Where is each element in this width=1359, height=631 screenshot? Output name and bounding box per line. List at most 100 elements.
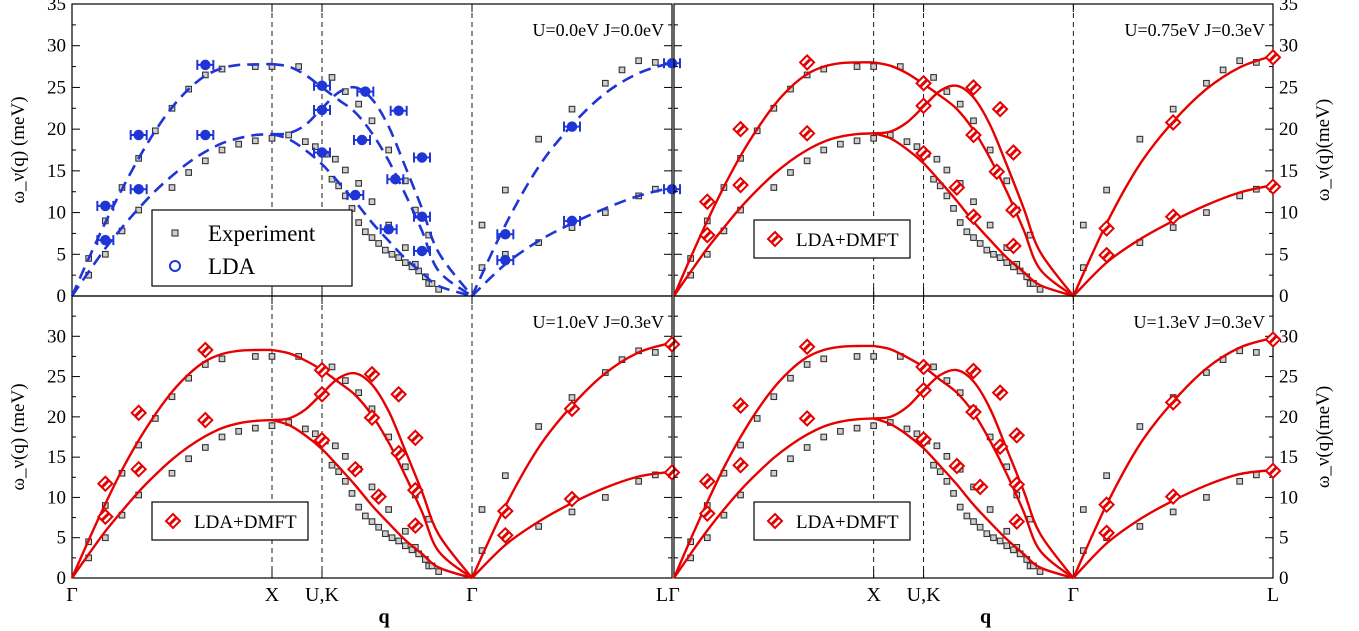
- experiment-point: [385, 146, 393, 154]
- experiment-point: [703, 534, 711, 542]
- experiment-point: [983, 246, 991, 254]
- experiment-point: [375, 523, 383, 531]
- dmft-point-fill: [1102, 528, 1112, 538]
- dmft-point-fill: [350, 464, 360, 474]
- experiment-point: [1010, 546, 1017, 554]
- x-tick-label: U,K: [305, 584, 339, 606]
- experiment-point: [251, 137, 259, 145]
- experiment-point: [501, 186, 509, 194]
- branch-curve-kg_lower: [271, 132, 473, 298]
- experiment-point: [770, 184, 778, 191]
- experiment-point: [355, 389, 363, 397]
- experiment-point: [401, 527, 409, 535]
- experiment-point: [853, 424, 861, 432]
- lda-point: [416, 211, 428, 222]
- branch-curve-gx_upper: [70, 348, 273, 579]
- x-tick-label: Γ: [466, 584, 478, 606]
- experiment-point: [341, 452, 349, 460]
- legend-dmft-marker-fill: [770, 516, 780, 526]
- experiment-point: [368, 518, 376, 525]
- experiment-point: [1219, 66, 1227, 74]
- branch-curve-gl_lower: [471, 186, 673, 297]
- dmft-point-fill: [802, 57, 812, 67]
- y-tick-label: 30: [1279, 36, 1298, 57]
- experiment-point: [401, 244, 409, 251]
- branch-curve-gl_lower: [471, 470, 673, 579]
- branch-curve-gx_upper: [672, 61, 874, 297]
- experiment-point: [837, 428, 844, 435]
- experiment-point: [151, 127, 159, 135]
- dmft-point-fill: [1168, 492, 1178, 502]
- dmft-point-fill: [968, 82, 979, 92]
- panel-annotation: U=0.75eV J=0.3eV: [1125, 20, 1265, 40]
- experiment-point: [1136, 135, 1144, 143]
- dmft-point-fill: [995, 388, 1005, 398]
- panel-u13: 0 5 10 15 20 25 30 U=1.3eV J=0.3eV LDA+DMFT: [672, 295, 1298, 589]
- dmft-point-fill: [968, 366, 979, 376]
- legend: LDA+DMFT: [151, 501, 309, 541]
- x-tick-label: Γ: [668, 584, 680, 606]
- experiment-point: [870, 422, 878, 430]
- panel-lda: 0 5 10 15 20 25 30 35 U=0.0eV J=0.0eV Experiment L…: [47, 0, 681, 307]
- experiment-point: [168, 184, 176, 191]
- experiment-point: [870, 63, 878, 70]
- experiment-point: [201, 157, 209, 165]
- dmft-point-fill: [968, 130, 979, 140]
- dmft-point-fill: [992, 167, 1002, 177]
- experiment-point: [635, 477, 643, 485]
- experiment-point: [943, 477, 951, 485]
- dmft-point-fill: [500, 530, 510, 540]
- experiment-point: [903, 425, 911, 433]
- experiment-point: [737, 441, 744, 449]
- experiment-point: [251, 424, 259, 432]
- experiment-point: [870, 134, 878, 142]
- experiment-point: [375, 240, 383, 247]
- dmft-point-fill: [200, 345, 210, 355]
- x-tick-label: L: [656, 584, 668, 606]
- experiment-point: [218, 355, 226, 363]
- lda-point: [133, 183, 144, 195]
- y-tick-label: 25: [47, 367, 66, 388]
- dmft-point-fill: [702, 476, 712, 486]
- experiment-point: [837, 140, 844, 148]
- experiment-point: [268, 63, 276, 70]
- experiment-point: [218, 433, 226, 441]
- x-tick-label: X: [265, 584, 280, 606]
- experiment-point: [803, 361, 811, 368]
- lda-point: [393, 105, 404, 117]
- branch-curve-gx_upper: [672, 344, 874, 579]
- branch-curve-gx_lower: [70, 132, 273, 297]
- experiment-point: [651, 59, 659, 66]
- experiment-point: [568, 394, 576, 401]
- experiment-point: [943, 88, 951, 95]
- experiment-point: [1203, 494, 1210, 501]
- experiment-point: [996, 254, 1004, 261]
- lda-point: [200, 129, 211, 141]
- experiment-point: [770, 469, 778, 477]
- legend-experiment-marker: [171, 229, 179, 237]
- experiment-point: [331, 442, 339, 450]
- experiment-point: [388, 250, 396, 258]
- experiment-point: [185, 169, 193, 176]
- legend-dmft-label: LDA+DMFT: [796, 512, 899, 533]
- dmft-point-fill: [1168, 212, 1178, 222]
- branch-curve-gx_lower: [673, 132, 874, 297]
- experiment-point: [930, 175, 937, 183]
- dmft-point-fill: [968, 407, 979, 417]
- experiment-point: [601, 79, 609, 87]
- branch-curve-gl_lower: [1072, 468, 1274, 579]
- experiment-point: [568, 508, 576, 516]
- experiment-point: [535, 523, 543, 530]
- experiment-point: [368, 198, 376, 206]
- experiment-point: [976, 240, 984, 247]
- experiment-point: [201, 444, 209, 451]
- branch-curve-gl_lower: [1072, 183, 1274, 297]
- legend: Experiment LDA: [151, 209, 353, 287]
- experiment-point: [101, 534, 109, 542]
- experiment-point: [415, 267, 423, 275]
- experiment-point: [970, 234, 977, 241]
- experiment-point: [355, 503, 363, 511]
- dmft-point-fill: [134, 464, 144, 474]
- branch-curve-gx_lower: [71, 418, 273, 579]
- lda-point: [350, 189, 361, 201]
